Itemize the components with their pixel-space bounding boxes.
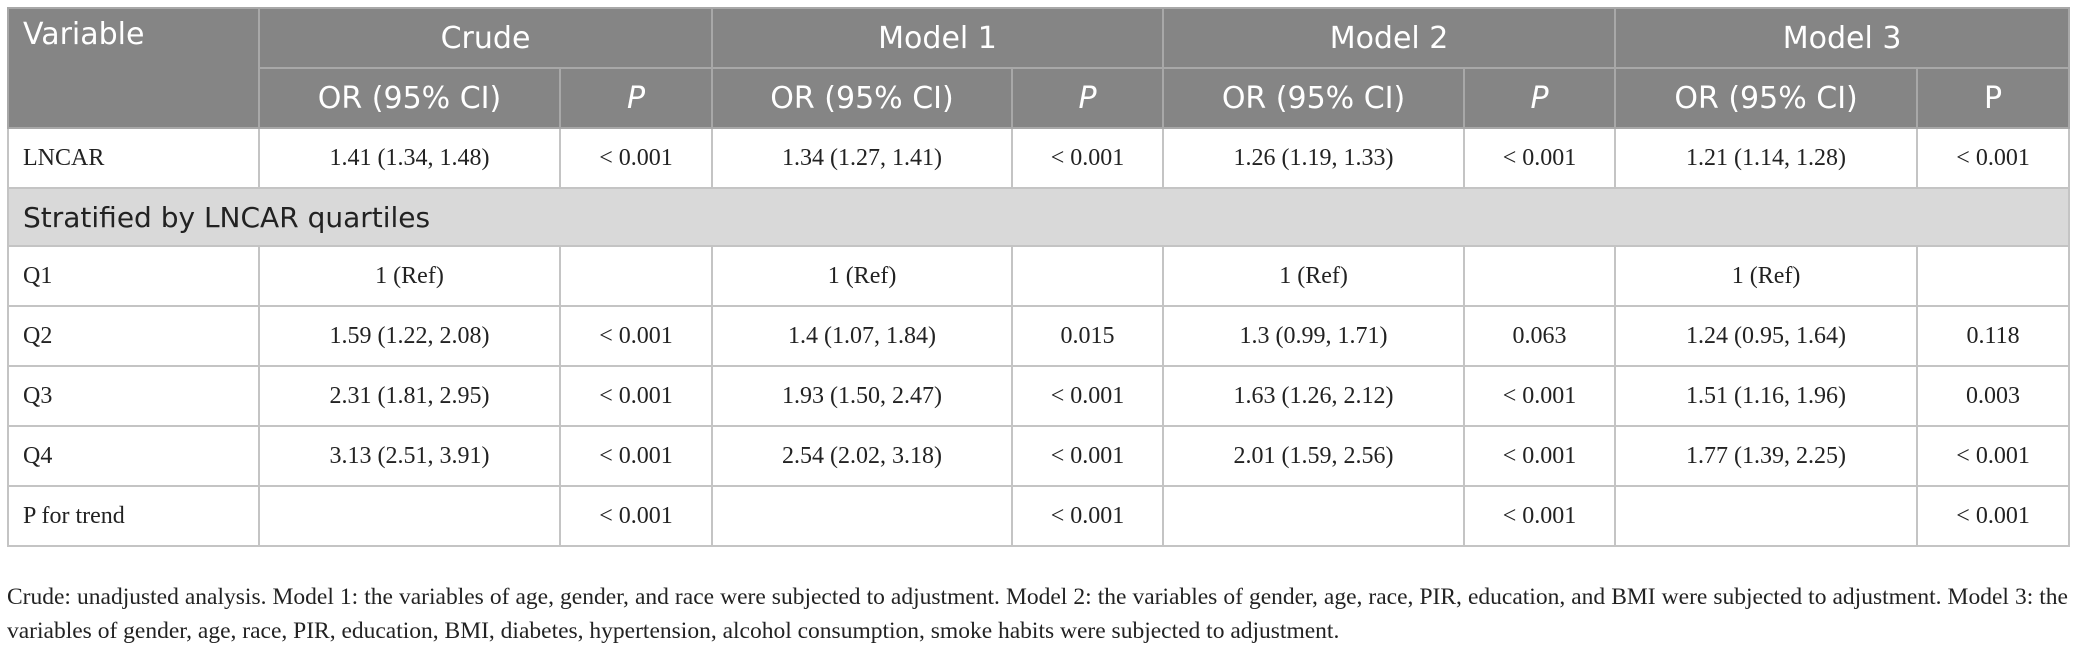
subheader-cell: OR (95% CI) — [1162, 67, 1466, 129]
table-cell: < 0.001 — [1011, 425, 1165, 487]
table-row: Q1 1 (Ref) 1 (Ref) 1 (Ref) 1 (Ref) — [7, 245, 2071, 307]
header-cell: Model 1 — [711, 7, 1165, 69]
table-cell: Q3 — [7, 365, 260, 427]
table-cell: 2.01 (1.59, 2.56) — [1162, 425, 1466, 487]
table-cell: < 0.001 — [558, 365, 714, 427]
table-cell: 1.34 (1.27, 1.41) — [711, 127, 1014, 189]
table-cell: 1.63 (1.26, 2.12) — [1162, 365, 1466, 427]
table-header: Variable Crude Model 1 Model 2 Model 3 OR (95… — [7, 7, 2071, 129]
subheader-cell: P — [1916, 67, 2071, 129]
table-cell — [1463, 245, 1617, 307]
table-cell: < 0.001 — [1916, 425, 2071, 487]
table-row: Q4 3.13 (2.51, 3.91) < 0.001 2.54 (2.02, 3.… — [7, 425, 2071, 487]
table-cell — [1162, 485, 1466, 547]
table-cell: 0.015 — [1011, 305, 1165, 367]
subheader-cell: OR (95% CI) — [258, 67, 561, 129]
section-cell: Stratified by LNCAR quartiles — [6, 187, 2071, 247]
table-cell: 0.003 — [1916, 365, 2071, 427]
subheader-cell: OR (95% CI) — [711, 67, 1014, 129]
table-cell: 1 (Ref) — [711, 245, 1014, 307]
results-table: Variable Crude Model 1 Model 2 Model 3 OR (95… — [6, 7, 2071, 547]
table-cell: < 0.001 — [1916, 127, 2071, 189]
header-cell: Model 3 — [1614, 7, 2071, 69]
table-cell: < 0.001 — [558, 425, 714, 487]
table-cell: < 0.001 — [1463, 127, 1617, 189]
table-cell — [711, 485, 1014, 547]
table-cell: 1.26 (1.19, 1.33) — [1162, 127, 1466, 189]
table-cell: 1.77 (1.39, 2.25) — [1614, 425, 1919, 487]
table-cell: < 0.001 — [1011, 127, 1165, 189]
table-cell — [1614, 485, 1919, 547]
subheader-cell: P — [1011, 67, 1165, 129]
table-cell: < 0.001 — [558, 127, 714, 189]
table-cell: Q2 — [7, 305, 260, 367]
table-cell: 1.24 (0.95, 1.64) — [1614, 305, 1919, 367]
table-cell: 1 (Ref) — [1614, 245, 1919, 307]
table-cell: 1 (Ref) — [1162, 245, 1466, 307]
footnote: Crude: unadjusted analysis. Model 1: the… — [7, 584, 2068, 644]
table-cell: < 0.001 — [1463, 485, 1617, 547]
subheader-cell: OR (95% CI) — [1614, 67, 1919, 129]
table-cell: LNCAR — [7, 127, 260, 189]
table-cell: P for trend — [7, 485, 260, 547]
header-cell: Crude — [257, 7, 714, 69]
table-cell: 3.13 (2.51, 3.91) — [258, 425, 561, 487]
section-row: Stratified by LNCAR quartiles — [6, 187, 2071, 247]
table-cell — [558, 245, 714, 307]
table-cell: 1.93 (1.50, 2.47) — [711, 365, 1014, 427]
table-cell: 1.21 (1.14, 1.28) — [1614, 127, 1919, 189]
table-body: LNCAR 1.41 (1.34, 1.48) < 0.001 1.34 (1.27,… — [6, 127, 2071, 547]
table-cell: 0.063 — [1463, 305, 1617, 367]
table-cell: 2.31 (1.81, 2.95) — [258, 365, 561, 427]
table-cell: < 0.001 — [1463, 425, 1617, 487]
table-cell: 1.51 (1.16, 1.96) — [1614, 365, 1919, 427]
table-cell: < 0.001 — [1011, 365, 1165, 427]
table-cell — [1916, 245, 2071, 307]
table-cell: 0.118 — [1916, 305, 2071, 367]
subheader-cell: P — [1463, 67, 1617, 129]
header-cell: Variable — [7, 7, 260, 129]
table-cell: Q1 — [7, 245, 260, 307]
subheader-row: OR (95% CI) P OR (95% CI) P OR (95% CI) P OR (… — [8, 67, 2071, 129]
table-row: Q3 2.31 (1.81, 2.95) < 0.001 1.93 (1.50, 2.… — [7, 365, 2071, 427]
table-row: Q2 1.59 (1.22, 2.08) < 0.001 1.4 (1.07, 1.8… — [7, 305, 2071, 367]
table-cell: < 0.001 — [1463, 365, 1617, 427]
table-cell: 1.3 (0.99, 1.71) — [1162, 305, 1466, 367]
table-cell: < 0.001 — [1916, 485, 2071, 547]
table-cell: 1.59 (1.22, 2.08) — [258, 305, 561, 367]
table-row: P for trend < 0.001 < 0.001 < 0.001 < 0.001 — [7, 485, 2071, 547]
table-cell: 1 (Ref) — [258, 245, 561, 307]
table-cell: 1.4 (1.07, 1.84) — [711, 305, 1014, 367]
table-cell: < 0.001 — [1011, 485, 1165, 547]
table-cell: < 0.001 — [558, 305, 714, 367]
subheader-cell: P — [558, 67, 714, 129]
table-cell: Q4 — [7, 425, 260, 487]
header-row: Variable Crude Model 1 Model 2 Model 3 — [7, 7, 2071, 129]
table-cell: 2.54 (2.02, 3.18) — [711, 425, 1014, 487]
table-row: LNCAR 1.41 (1.34, 1.48) < 0.001 1.34 (1.27,… — [7, 127, 2071, 189]
header-cell: Model 2 — [1162, 7, 1617, 69]
table-cell — [1011, 245, 1165, 307]
table-cell — [258, 485, 561, 547]
table-cell: < 0.001 — [558, 485, 714, 547]
table-cell: 1.41 (1.34, 1.48) — [258, 127, 561, 189]
